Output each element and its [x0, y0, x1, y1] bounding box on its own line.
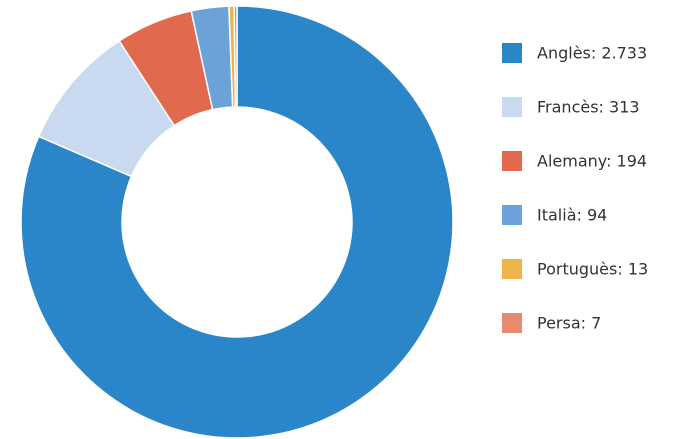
- legend-label: Alemany: 194: [537, 152, 647, 171]
- legend-label: Portuguès: 13: [537, 260, 648, 279]
- donut-slice: [20, 5, 454, 439]
- legend-label: Anglès: 2.733: [537, 44, 647, 63]
- legend-label: Persa: 7: [537, 314, 601, 333]
- legend-swatch: [502, 259, 522, 279]
- donut-slice: [233, 5, 238, 108]
- legend-label: Italià: 94: [537, 206, 607, 225]
- legend-swatch: [502, 151, 522, 171]
- legend-swatch: [502, 205, 522, 225]
- legend-label: Francès: 313: [537, 98, 640, 117]
- legend-swatch: [502, 313, 522, 333]
- legend-swatch: [502, 43, 522, 63]
- legend-swatch: [502, 97, 522, 117]
